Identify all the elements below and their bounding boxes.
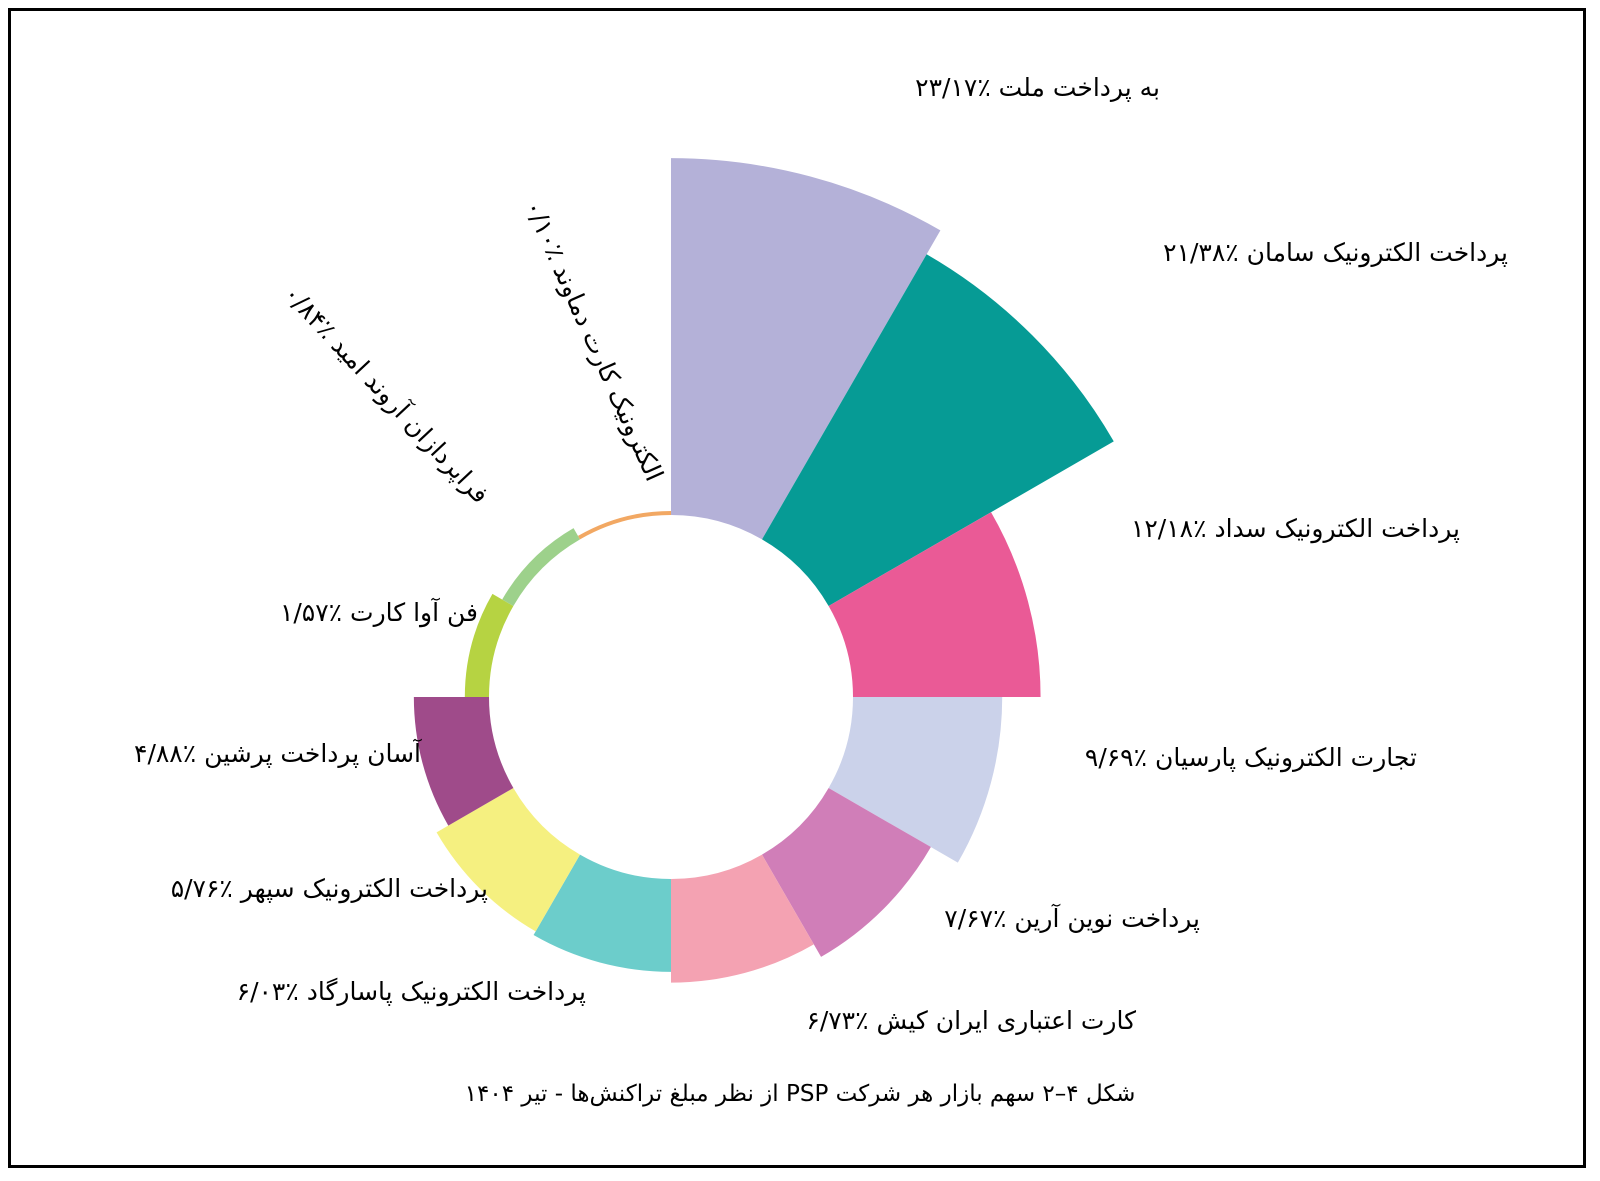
slice-label-11: فراپردازان آروند امید ٪۰/۸۴	[277, 279, 495, 510]
slice-label-7: پرداخت الکترونیک پاسارگاد ٪۶/۰۳	[237, 977, 586, 1007]
slice-11	[502, 528, 580, 606]
slice-label-10: فن آوا کارت ٪۱/۵۷	[280, 597, 478, 628]
slice-label-4: تجارت الکترونیک پارسیان ٪۹/۶۹	[1085, 743, 1417, 773]
slice-1	[671, 158, 941, 540]
slice-5	[762, 788, 931, 957]
slice-label-1: به پرداخت ملت ٪۲۳/۱۷	[915, 73, 1160, 102]
slice-label-3: پرداخت الکترونیک سداد ٪۱۲/۱۸	[1131, 514, 1460, 544]
figure-caption: شکل ۴–۲ سهم بازار هر شرکت PSP از نظر مبل…	[464, 1081, 1136, 1107]
slice-6	[671, 854, 814, 983]
slice-label-12: الکترونیک کارت دماوند ٪۰/۱۰	[518, 196, 669, 486]
chart-slices	[413, 158, 1114, 983]
slice-8	[436, 788, 580, 932]
slice-label-5: پرداخت نوین آرین ٪۷/۶۷	[944, 903, 1200, 933]
slice-12	[578, 511, 671, 540]
slice-label-6: کارت اعتباری ایران کیش ٪۶/۷۳	[806, 1006, 1136, 1035]
slice-3	[828, 512, 1041, 697]
slice-2	[762, 254, 1114, 606]
slice-7	[533, 854, 671, 972]
slice-4	[828, 697, 1003, 863]
slice-label-2: پرداخت الکترونیک سامان ٪۲۱/۳۸	[1163, 238, 1508, 268]
slice-label-9: آسان پرداخت پرشین ٪۴/۸۸	[134, 738, 422, 768]
slice-10	[464, 593, 514, 697]
slice-label-8: پرداخت الکترونیک سپهر ٪۵/۷۶	[171, 874, 488, 904]
slice-9	[413, 697, 514, 826]
